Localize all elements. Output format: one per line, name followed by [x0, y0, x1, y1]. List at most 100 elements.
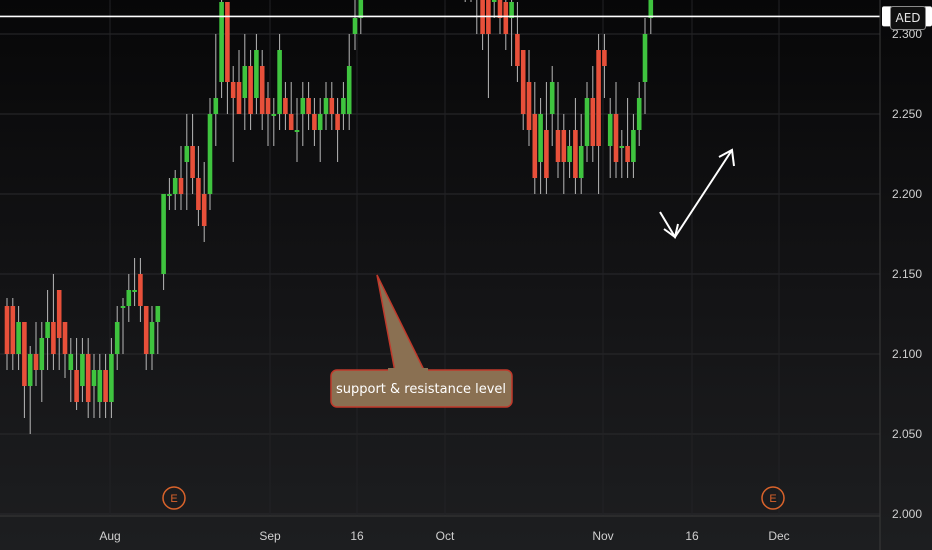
candle-up[interactable] [346, 66, 352, 114]
candle-down[interactable] [56, 290, 62, 338]
candle-up[interactable] [109, 354, 114, 402]
candle-up[interactable] [619, 146, 625, 148]
candle-up[interactable] [549, 82, 555, 114]
candle-up[interactable] [16, 322, 21, 354]
candle-down[interactable] [190, 146, 195, 178]
candle-up[interactable] [68, 354, 74, 370]
candle-up[interactable] [567, 146, 572, 162]
candle-up[interactable] [648, 0, 654, 18]
candle-down[interactable] [4, 306, 10, 354]
earnings-event-icon[interactable] [162, 486, 186, 510]
candle-down[interactable] [248, 66, 253, 114]
candle-down[interactable] [259, 66, 265, 114]
candle-down[interactable] [590, 98, 596, 146]
candle-up[interactable] [323, 98, 329, 114]
candle-up[interactable] [578, 146, 584, 178]
candle-down[interactable] [503, 2, 509, 34]
candle-down[interactable] [532, 114, 538, 178]
candle-up[interactable] [184, 146, 190, 162]
candle-up[interactable] [341, 98, 346, 114]
candle-up[interactable] [631, 130, 636, 162]
candle-down[interactable] [596, 50, 601, 146]
candle-up[interactable] [45, 322, 50, 338]
candle-up[interactable] [126, 290, 132, 306]
candle-down[interactable] [515, 34, 520, 66]
candle-up[interactable] [132, 290, 137, 292]
candle-up[interactable] [207, 114, 213, 194]
candle-down[interactable] [520, 50, 526, 114]
price-tick-label: 2.100 [892, 347, 922, 361]
candle-down[interactable] [85, 354, 91, 402]
candle-down[interactable] [306, 98, 311, 114]
candle-up[interactable] [358, 0, 364, 18]
candle-down[interactable] [497, 0, 503, 18]
candle-down[interactable] [625, 146, 630, 162]
candle-down[interactable] [51, 322, 56, 354]
candle-down[interactable] [138, 274, 143, 306]
candle-down[interactable] [178, 178, 184, 194]
earnings-event-icon[interactable] [761, 486, 785, 510]
earnings-event-label: E [170, 493, 177, 505]
candle-up[interactable] [317, 114, 323, 130]
candle-down[interactable] [602, 50, 607, 66]
candle-down[interactable] [312, 114, 317, 130]
candle-down[interactable] [103, 370, 108, 402]
candle-up[interactable] [509, 2, 514, 18]
candle-down[interactable] [555, 130, 561, 162]
candle-up[interactable] [27, 354, 33, 386]
candle-down[interactable] [613, 114, 619, 162]
candle-up[interactable] [39, 338, 45, 370]
candle-up[interactable] [149, 322, 155, 354]
candle-up[interactable] [167, 194, 172, 196]
candle-down[interactable] [335, 114, 340, 130]
candle-down[interactable] [22, 322, 27, 386]
candle-up[interactable] [161, 194, 166, 274]
price-tick-label: 2.250 [892, 107, 922, 121]
candle-down[interactable] [265, 98, 271, 114]
candle-up[interactable] [213, 98, 219, 114]
candle-up[interactable] [642, 34, 648, 82]
candle-down[interactable] [62, 322, 68, 354]
candle-up[interactable] [80, 354, 85, 386]
candle-down[interactable] [561, 130, 567, 162]
candle-down[interactable] [74, 370, 79, 402]
candle-down[interactable] [544, 130, 549, 178]
candle-up[interactable] [277, 50, 282, 114]
candle-up[interactable] [271, 114, 277, 116]
candle-down[interactable] [10, 306, 16, 354]
candle-up[interactable] [114, 322, 120, 354]
candle-down[interactable] [230, 82, 236, 98]
candle-up[interactable] [607, 114, 613, 146]
candle-up[interactable] [254, 50, 259, 98]
currency-selector[interactable]: AED [890, 6, 926, 30]
candle-up[interactable] [91, 370, 97, 386]
candle-up[interactable] [172, 178, 178, 194]
candle-down[interactable] [225, 2, 230, 82]
candle-up[interactable] [242, 66, 248, 98]
candle-down[interactable] [283, 98, 288, 114]
arrowhead-icon [663, 223, 679, 239]
candle-down[interactable] [143, 306, 149, 354]
candle-up[interactable] [97, 370, 103, 402]
candle-down[interactable] [329, 98, 335, 114]
candle-down[interactable] [196, 178, 201, 210]
candle-up[interactable] [538, 114, 543, 162]
candle-down[interactable] [573, 130, 578, 178]
candle-down[interactable] [236, 82, 242, 114]
candle-up[interactable] [491, 0, 497, 2]
candle-up[interactable] [219, 2, 224, 82]
candle-up[interactable] [120, 306, 126, 308]
candle-up[interactable] [155, 306, 161, 322]
candle-up[interactable] [636, 98, 642, 130]
candle-up[interactable] [584, 98, 590, 146]
arrowhead-icon [718, 148, 735, 167]
candle-down[interactable] [526, 82, 532, 130]
candle-down[interactable] [288, 114, 294, 130]
candle-up[interactable] [300, 98, 306, 114]
candle-down[interactable] [33, 354, 39, 370]
candle-up[interactable] [294, 130, 300, 132]
candle-down[interactable] [201, 194, 207, 226]
candle-up[interactable] [352, 18, 358, 34]
